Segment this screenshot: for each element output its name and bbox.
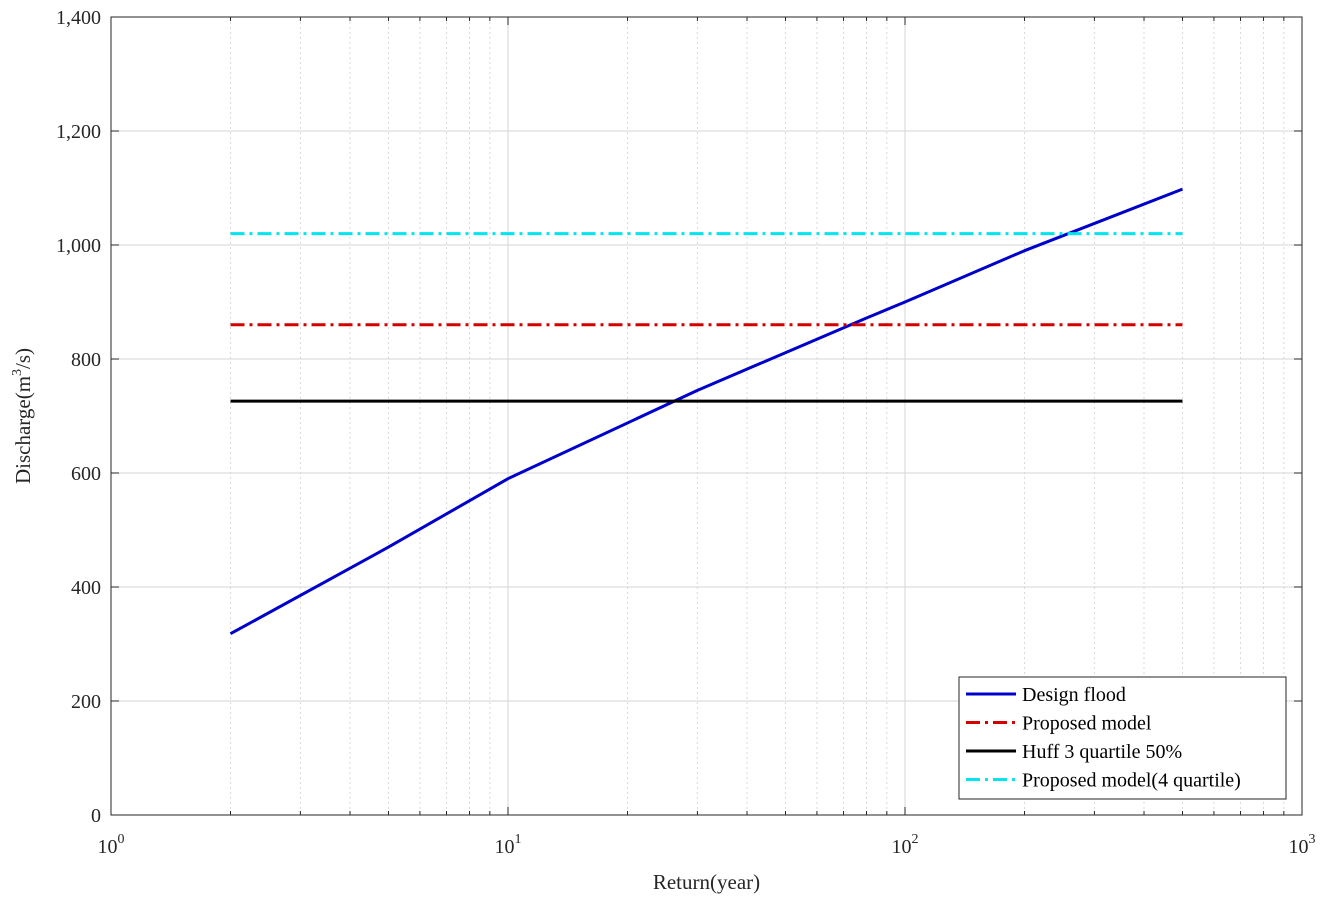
- x-tick-label: 102: [892, 832, 919, 858]
- x-tick-label-exponent: 1: [515, 832, 522, 847]
- y-tick-label: 1,000: [56, 235, 101, 257]
- x-tick-label-base: 10: [98, 836, 118, 858]
- y-tick-label: 800: [71, 349, 101, 371]
- x-tick-label-base: 10: [1289, 836, 1309, 858]
- x-tick-label-exponent: 2: [912, 832, 919, 847]
- x-tick-label: 103: [1289, 832, 1316, 858]
- y-tick-label: 0: [91, 805, 101, 827]
- series-line-1: [229, 187, 1184, 636]
- plot-area-border: [110, 16, 1303, 816]
- legend-label-2: Proposed model: [1022, 713, 1152, 735]
- y-tick-label: 600: [71, 463, 101, 485]
- y-axis-label-main: Discharge(m: [11, 376, 35, 484]
- x-tick-label-exponent: 0: [118, 832, 125, 847]
- legend-label-3: Huff 3 quartile 50%: [1022, 741, 1182, 763]
- plot-series: [229, 187, 1184, 636]
- x-tick-label: 101: [495, 832, 522, 858]
- y-tick-label: 400: [71, 577, 101, 599]
- y-tick-label: 1,200: [56, 121, 101, 143]
- y-axis-label-tail: /s): [11, 348, 35, 369]
- legend-label-4: Proposed model(4 quartile): [1022, 770, 1241, 792]
- legend-label-1: Design flood: [1022, 684, 1126, 706]
- x-axis-label: Return(year): [653, 870, 760, 894]
- x-tick-label-base: 10: [495, 836, 515, 858]
- x-tick-label: 100: [98, 832, 125, 858]
- y-tick-label: 1,400: [56, 7, 101, 29]
- axis-labels: Return(year) Discharge(m3/s): [10, 348, 760, 894]
- x-tick-label-base: 10: [892, 836, 912, 858]
- y-tick-label: 200: [71, 691, 101, 713]
- y-axis-label-superscript: 3: [10, 369, 25, 376]
- y-axis-label: Discharge(m3/s): [10, 348, 35, 484]
- legend: Design flood Proposed model Huff 3 quartil…: [958, 676, 1287, 800]
- x-tick-label-exponent: 3: [1309, 832, 1316, 847]
